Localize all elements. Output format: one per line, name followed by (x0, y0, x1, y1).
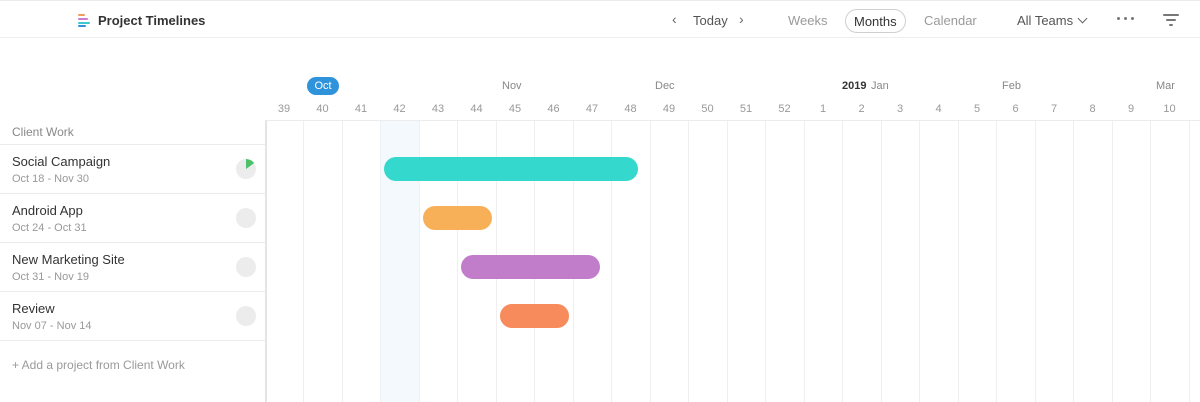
project-row[interactable]: Review Nov 07 - Nov 14 (0, 291, 265, 340)
project-bar[interactable] (499, 304, 569, 328)
week-label: 40 (316, 103, 329, 115)
project-dates: Oct 31 - Nov 19 (12, 271, 90, 283)
filter-lines-icon[interactable] (1163, 14, 1179, 26)
grid-line (1073, 121, 1075, 402)
progress-pie-icon (236, 208, 256, 228)
current-month-badge: Oct (307, 77, 339, 95)
grid-line (957, 121, 959, 402)
grid-line (341, 121, 343, 402)
grid-line (726, 121, 728, 402)
week-label: 9 (1127, 103, 1135, 115)
group-title: Client Work (12, 125, 74, 139)
grid-line (842, 121, 844, 402)
project-name: Android App (12, 203, 83, 218)
top-toolbar: Project Timelines ‹ Today › Weeks Months… (0, 0, 1200, 38)
week-label: 2 (858, 103, 865, 115)
grid-line (380, 121, 382, 402)
divider (0, 340, 265, 341)
progress-pie-icon (236, 306, 256, 326)
tab-calendar[interactable]: Calendar (924, 13, 977, 28)
grid-line (919, 121, 921, 402)
team-filter-dropdown[interactable]: All Teams (1017, 13, 1088, 28)
week-label: 6 (1012, 103, 1019, 115)
page-title: Project Timelines (98, 13, 206, 28)
grid-line (457, 121, 459, 402)
grid-line (1111, 121, 1113, 402)
grid-line (611, 121, 613, 402)
week-label: 4 (935, 103, 942, 115)
month-label: Mar (1156, 80, 1175, 92)
grid-line (880, 121, 882, 402)
grid-line (649, 121, 651, 402)
week-label: 7 (1050, 103, 1058, 115)
week-label: 50 (701, 103, 714, 115)
tab-months[interactable]: Months (845, 9, 906, 33)
grid-line (688, 121, 690, 402)
more-horizontal-icon[interactable] (1117, 17, 1135, 21)
week-label: 8 (1089, 103, 1096, 115)
month-label: Dec (655, 80, 675, 92)
project-name: Review (12, 301, 55, 316)
previous-period-button[interactable]: ‹ (672, 11, 677, 27)
grid-line (803, 121, 805, 402)
grid-line (765, 121, 767, 402)
week-label: 41 (354, 103, 368, 115)
week-label: 39 (277, 103, 291, 115)
grid-line (996, 121, 998, 402)
week-label: 46 (547, 103, 560, 115)
year-label: 2019 (842, 80, 867, 92)
chevron-down-icon (1077, 13, 1088, 24)
project-dates: Oct 24 - Oct 31 (12, 222, 87, 234)
tab-weeks[interactable]: Weeks (788, 13, 828, 28)
week-label: 42 (393, 103, 406, 115)
project-dates: Nov 07 - Nov 14 (12, 320, 92, 332)
project-bar[interactable] (384, 157, 639, 181)
grid-line (1150, 121, 1152, 402)
progress-pie-icon (236, 257, 256, 277)
grid-line (1188, 121, 1190, 402)
project-row[interactable]: New Marketing Site Oct 31 - Nov 19 (0, 242, 265, 291)
month-label: Nov (502, 80, 522, 92)
week-label: 44 (470, 103, 483, 115)
today-button[interactable]: Today (693, 13, 728, 28)
project-row[interactable]: Android App Oct 24 - Oct 31 (0, 193, 265, 242)
grid-line (303, 121, 305, 402)
week-label: 47 (585, 103, 599, 115)
project-name: New Marketing Site (12, 252, 125, 267)
grid-line (418, 121, 420, 402)
project-row[interactable]: Social Campaign Oct 18 - Nov 30 (0, 144, 265, 193)
week-label: 51 (739, 103, 753, 115)
grid-line (1034, 121, 1036, 402)
week-label: 49 (662, 103, 676, 115)
week-label: 5 (973, 103, 981, 115)
week-label: 52 (778, 103, 791, 115)
progress-pie-icon (236, 159, 256, 179)
month-label: Jan (871, 80, 889, 92)
project-dates: Oct 18 - Nov 30 (12, 173, 90, 185)
project-bar[interactable] (461, 255, 600, 279)
project-bar[interactable] (422, 206, 492, 230)
week-label: 45 (508, 103, 522, 115)
add-project-button[interactable]: + Add a project from Client Work (12, 358, 185, 372)
week-label: 3 (896, 103, 904, 115)
week-label: 48 (624, 103, 637, 115)
team-filter-label: All Teams (1017, 13, 1074, 28)
week-label: 10 (1163, 103, 1176, 115)
week-label: 43 (431, 103, 445, 115)
week-label: 1 (819, 103, 827, 115)
timeline-app-icon (78, 14, 90, 27)
timeline-grid (265, 120, 1200, 402)
project-name: Social Campaign (12, 154, 111, 169)
next-period-button[interactable]: › (739, 11, 744, 27)
month-label: Feb (1002, 80, 1021, 92)
